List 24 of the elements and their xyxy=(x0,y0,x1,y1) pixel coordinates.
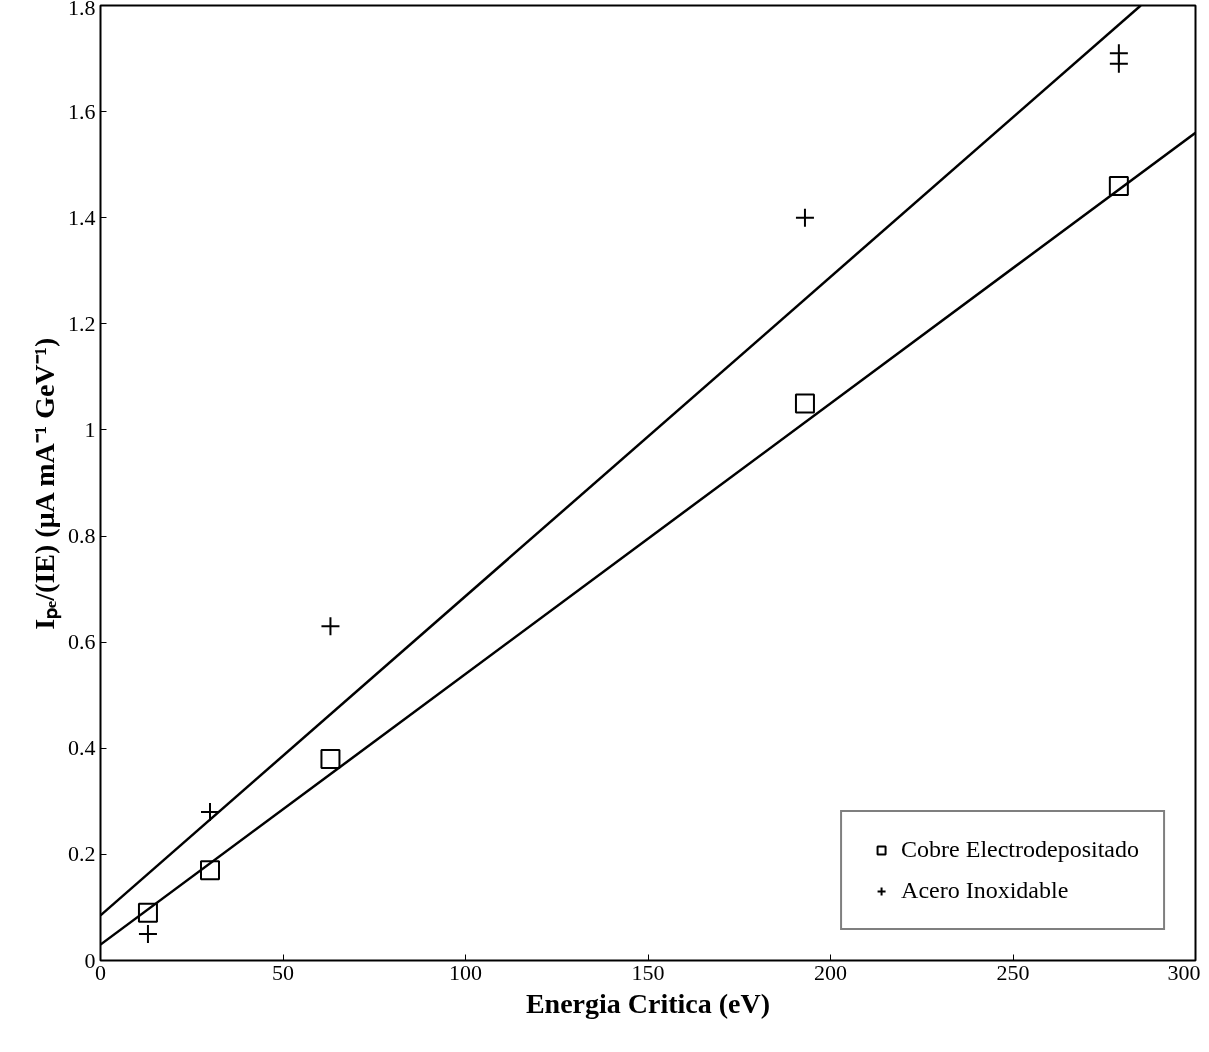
y-tick-label: 1 xyxy=(84,416,96,442)
legend-label: Cobre Electrodepositado xyxy=(901,836,1139,863)
x-tick-label: 50 xyxy=(272,959,294,985)
y-tick-label: 1.2 xyxy=(68,310,96,336)
y-tick-label: 0.6 xyxy=(68,629,96,655)
y-tick-label: 0.8 xyxy=(68,523,96,549)
y-tick-label: 1.6 xyxy=(68,98,96,124)
legend-label: Acero Inoxidable xyxy=(901,877,1069,904)
point xyxy=(794,393,815,414)
x-tick-label: 100 xyxy=(449,959,482,985)
x-axis-title: Energia Critica (eV) xyxy=(525,987,771,1019)
y-tick-label: 1.8 xyxy=(68,0,96,20)
y-tick-label: 0.2 xyxy=(68,841,96,867)
x-tick-label: 300 xyxy=(1167,959,1201,985)
point xyxy=(1108,175,1129,196)
x-tick-label: 250 xyxy=(996,959,1030,985)
x-tick-label: 150 xyxy=(631,959,665,985)
point xyxy=(137,902,158,923)
point xyxy=(320,748,341,769)
y-tick-label: 0.4 xyxy=(68,735,96,761)
x-tick-label: 200 xyxy=(814,959,847,985)
y-axis-title: Iₚₑ/(IE) (μA mA⁻¹ GeV⁻¹) xyxy=(29,337,62,630)
point xyxy=(200,860,220,881)
y-tick-label: 1.4 xyxy=(68,204,96,230)
